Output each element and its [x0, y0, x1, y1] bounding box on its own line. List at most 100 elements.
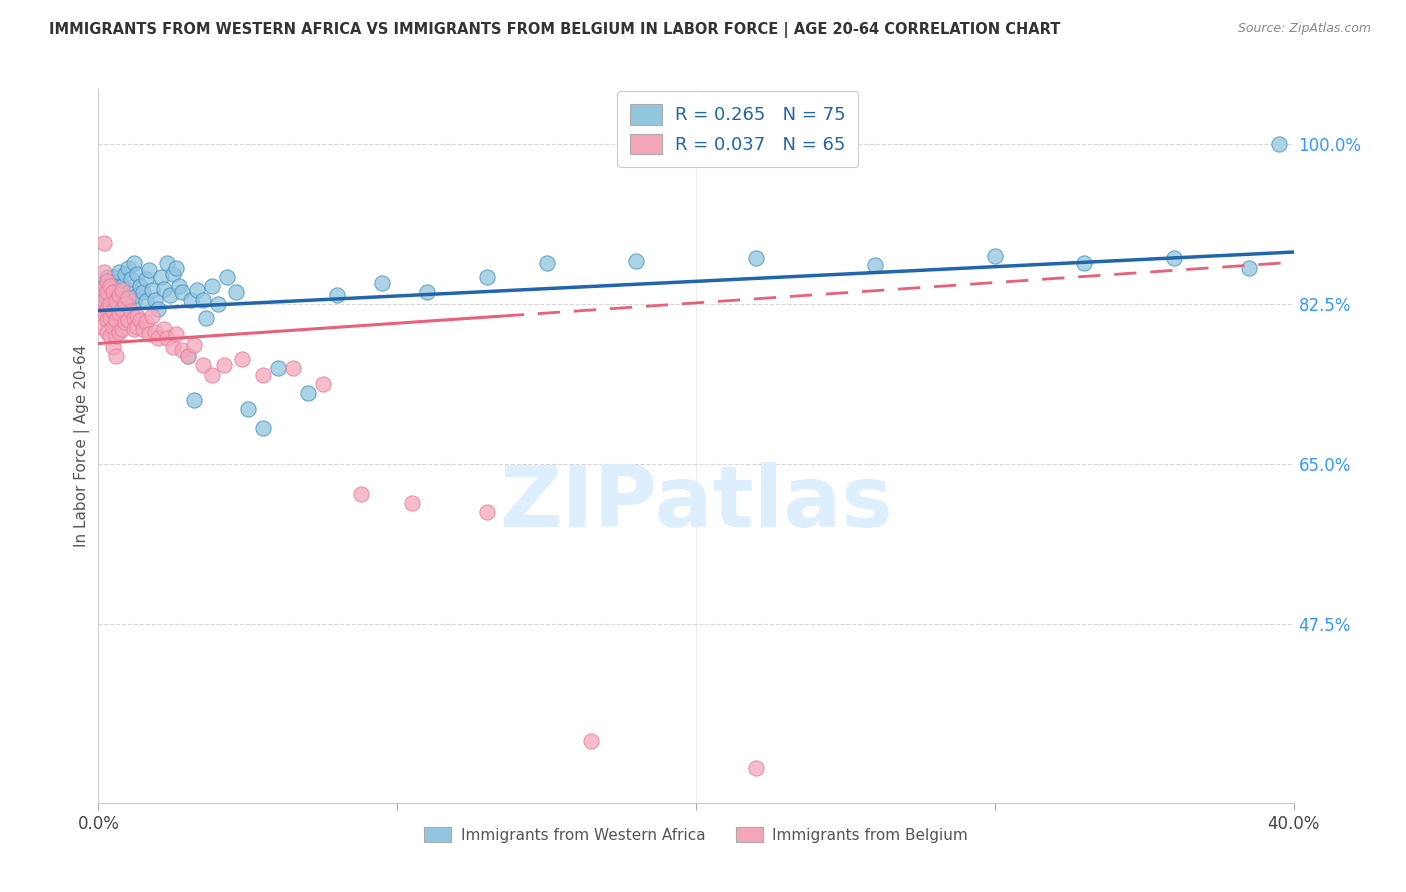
Point — [195, 310, 218, 325]
Point — [215, 269, 238, 284]
Point — [117, 291, 139, 305]
Point — [236, 402, 259, 417]
Point — [132, 285, 155, 300]
Point — [745, 252, 768, 266]
Point — [96, 269, 118, 284]
Point — [183, 393, 205, 408]
Point — [108, 294, 131, 309]
Point — [326, 288, 349, 302]
Point — [114, 267, 136, 281]
Point — [105, 312, 128, 326]
Point — [156, 256, 179, 270]
Point — [401, 496, 423, 510]
Point — [120, 284, 142, 298]
Point — [143, 325, 166, 339]
Point — [117, 312, 139, 326]
Point — [98, 294, 122, 309]
Point — [143, 293, 166, 307]
Point — [98, 310, 122, 325]
Y-axis label: In Labor Force | Age 20-64: In Labor Force | Age 20-64 — [75, 345, 90, 547]
Point — [129, 279, 152, 293]
Point — [98, 285, 122, 300]
Point — [93, 284, 115, 298]
Point — [90, 288, 112, 302]
Point — [90, 320, 112, 334]
Point — [172, 343, 194, 357]
Point — [172, 285, 194, 300]
Point — [475, 269, 498, 284]
Point — [150, 269, 173, 284]
Point — [98, 303, 122, 318]
Point — [111, 301, 134, 316]
Point — [103, 279, 125, 293]
Point — [159, 288, 181, 302]
Point — [108, 325, 131, 339]
Point — [93, 235, 115, 250]
Point — [1267, 137, 1289, 152]
Point — [96, 301, 118, 316]
Point — [153, 282, 176, 296]
Legend: Immigrants from Western Africa, Immigrants from Belgium: Immigrants from Western Africa, Immigran… — [418, 821, 974, 848]
Point — [141, 309, 163, 323]
Point — [201, 368, 224, 382]
Point — [281, 361, 304, 376]
Text: ZIPatlas: ZIPatlas — [499, 461, 893, 545]
Point — [103, 297, 125, 311]
Point — [165, 260, 187, 275]
Point — [108, 306, 131, 320]
Point — [114, 297, 136, 311]
Point — [111, 285, 134, 300]
Point — [120, 303, 142, 318]
Point — [90, 282, 112, 296]
Point — [153, 322, 176, 336]
Point — [114, 316, 136, 330]
Point — [1237, 260, 1260, 275]
Point — [129, 312, 152, 326]
Point — [475, 505, 498, 519]
Point — [105, 282, 128, 296]
Point — [162, 267, 184, 281]
Point — [127, 309, 149, 323]
Point — [117, 297, 139, 311]
Point — [124, 294, 146, 309]
Point — [96, 325, 118, 339]
Point — [96, 274, 118, 288]
Point — [127, 288, 149, 302]
Point — [93, 265, 115, 279]
Point — [96, 301, 118, 316]
Point — [267, 361, 290, 376]
Point — [111, 284, 134, 298]
Point — [105, 349, 128, 363]
Point — [120, 272, 142, 286]
Point — [103, 320, 125, 334]
Point — [90, 301, 112, 316]
Point — [177, 349, 200, 363]
Point — [96, 291, 118, 305]
Point — [984, 249, 1007, 263]
Point — [186, 284, 208, 298]
Point — [114, 291, 136, 305]
Point — [98, 279, 122, 293]
Point — [177, 349, 200, 363]
Point — [96, 276, 118, 290]
Point — [350, 486, 373, 500]
Point — [103, 285, 125, 300]
Point — [105, 329, 128, 343]
Point — [93, 293, 115, 307]
Point — [156, 331, 179, 345]
Point — [108, 265, 131, 279]
Point — [225, 285, 247, 300]
Point — [745, 761, 768, 775]
Point — [93, 297, 115, 311]
Point — [180, 293, 202, 307]
Point — [162, 340, 184, 354]
Point — [536, 256, 558, 270]
Point — [371, 276, 394, 290]
Point — [96, 312, 118, 326]
Point — [252, 368, 274, 382]
Text: IMMIGRANTS FROM WESTERN AFRICA VS IMMIGRANTS FROM BELGIUM IN LABOR FORCE | AGE 2: IMMIGRANTS FROM WESTERN AFRICA VS IMMIGR… — [49, 22, 1060, 38]
Point — [103, 340, 125, 354]
Point — [138, 327, 160, 342]
Point — [865, 258, 887, 272]
Point — [141, 284, 163, 298]
